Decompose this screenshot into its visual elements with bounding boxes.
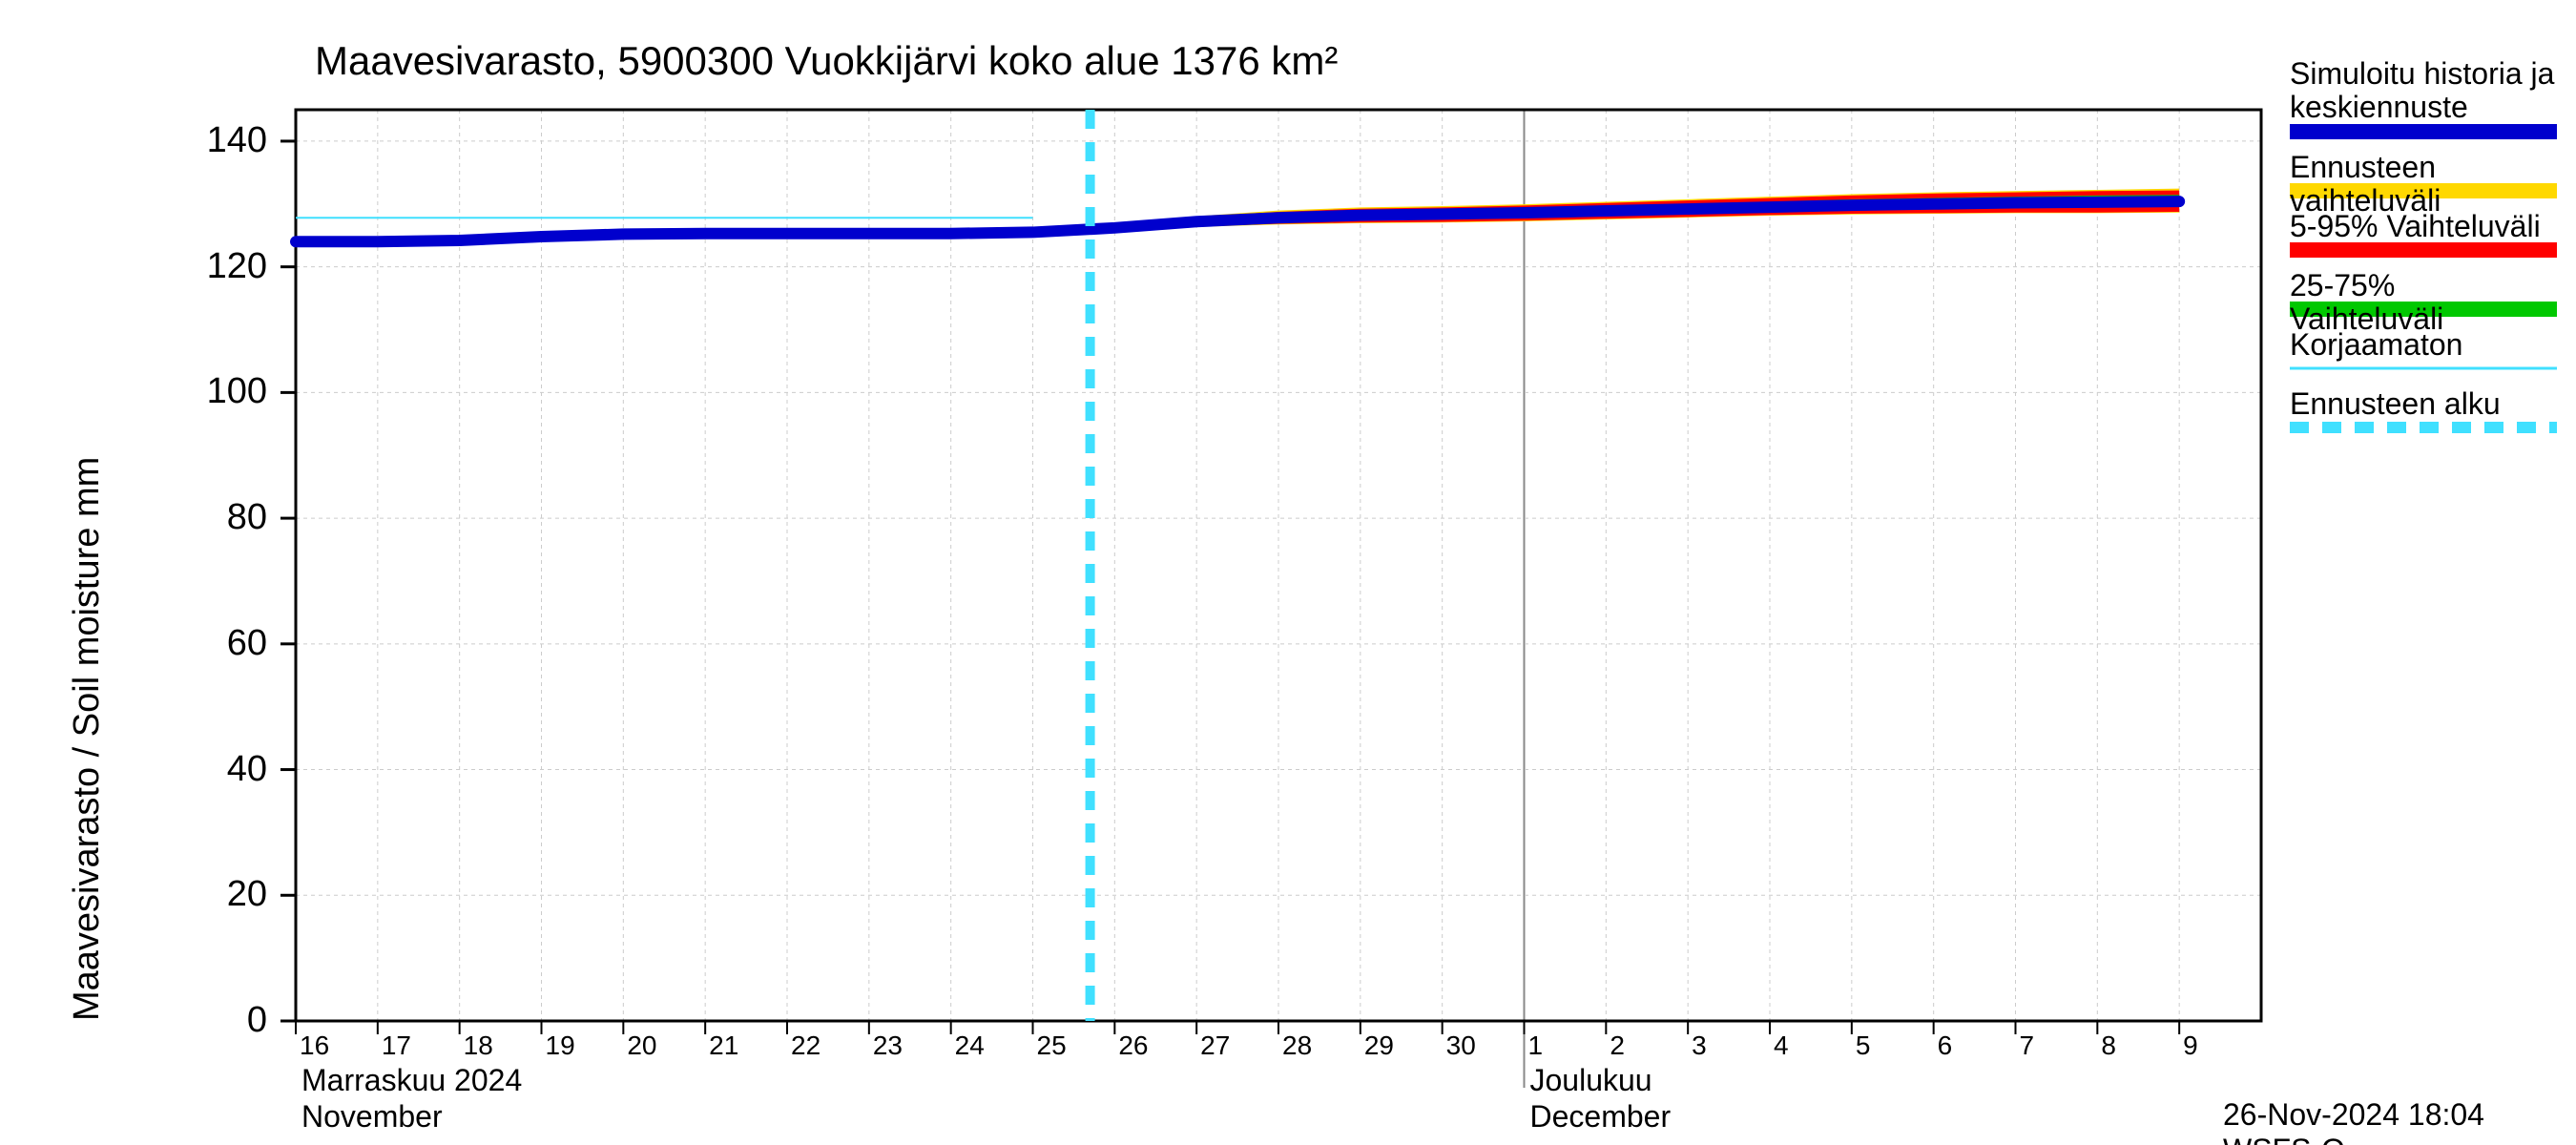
x-tick-label: 4 — [1774, 1030, 1789, 1061]
x-tick-label: 16 — [300, 1030, 329, 1061]
x-tick-label: 2 — [1610, 1030, 1625, 1061]
x-tick-label: 23 — [873, 1030, 903, 1061]
x-month-label-en: December — [1530, 1099, 1672, 1135]
y-tick-label: 120 — [191, 246, 267, 287]
legend-label: 25-75% Vaihteluväli — [2290, 269, 2557, 336]
x-tick-label: 26 — [1118, 1030, 1148, 1061]
x-tick-label: 27 — [1200, 1030, 1230, 1061]
legend-label: Simuloitu historia ja keskiennuste — [2290, 57, 2557, 124]
x-tick-label: 8 — [2101, 1030, 2116, 1061]
y-tick-label: 0 — [191, 1000, 267, 1041]
legend-label: Korjaamaton — [2290, 328, 2557, 362]
x-tick-label: 21 — [709, 1030, 738, 1061]
legend-label: Ennusteen vaihteluväli — [2290, 151, 2557, 218]
y-tick-label: 60 — [191, 623, 267, 664]
x-tick-label: 19 — [546, 1030, 575, 1061]
x-tick-label: 17 — [382, 1030, 411, 1061]
x-month-label-en: November — [301, 1099, 443, 1135]
x-tick-label: 30 — [1446, 1030, 1476, 1061]
x-tick-label: 20 — [627, 1030, 656, 1061]
legend-label: 5-95% Vaihteluväli — [2290, 210, 2557, 243]
y-tick-label: 100 — [191, 371, 267, 412]
x-tick-label: 18 — [464, 1030, 493, 1061]
x-tick-label: 3 — [1692, 1030, 1707, 1061]
x-tick-label: 5 — [1856, 1030, 1871, 1061]
x-tick-label: 7 — [2020, 1030, 2035, 1061]
x-tick-label: 28 — [1282, 1030, 1312, 1061]
y-tick-label: 140 — [191, 120, 267, 161]
x-tick-label: 22 — [791, 1030, 821, 1061]
chart-container: Maavesivarasto, 5900300 Vuokkijärvi koko… — [0, 0, 2576, 1145]
x-tick-label: 6 — [1938, 1030, 1953, 1061]
x-tick-label: 9 — [2183, 1030, 2198, 1061]
legend-label: Ennusteen alku — [2290, 387, 2557, 421]
x-tick-label: 24 — [955, 1030, 985, 1061]
x-tick-label: 1 — [1528, 1030, 1544, 1061]
chart-svg — [0, 0, 2576, 1145]
y-tick-label: 20 — [191, 874, 267, 915]
y-tick-label: 80 — [191, 497, 267, 538]
x-month-label-fi: Marraskuu 2024 — [301, 1063, 522, 1098]
x-tick-label: 25 — [1037, 1030, 1067, 1061]
x-month-label-fi: Joulukuu — [1530, 1063, 1652, 1098]
x-tick-label: 29 — [1364, 1030, 1394, 1061]
y-tick-label: 40 — [191, 749, 267, 790]
